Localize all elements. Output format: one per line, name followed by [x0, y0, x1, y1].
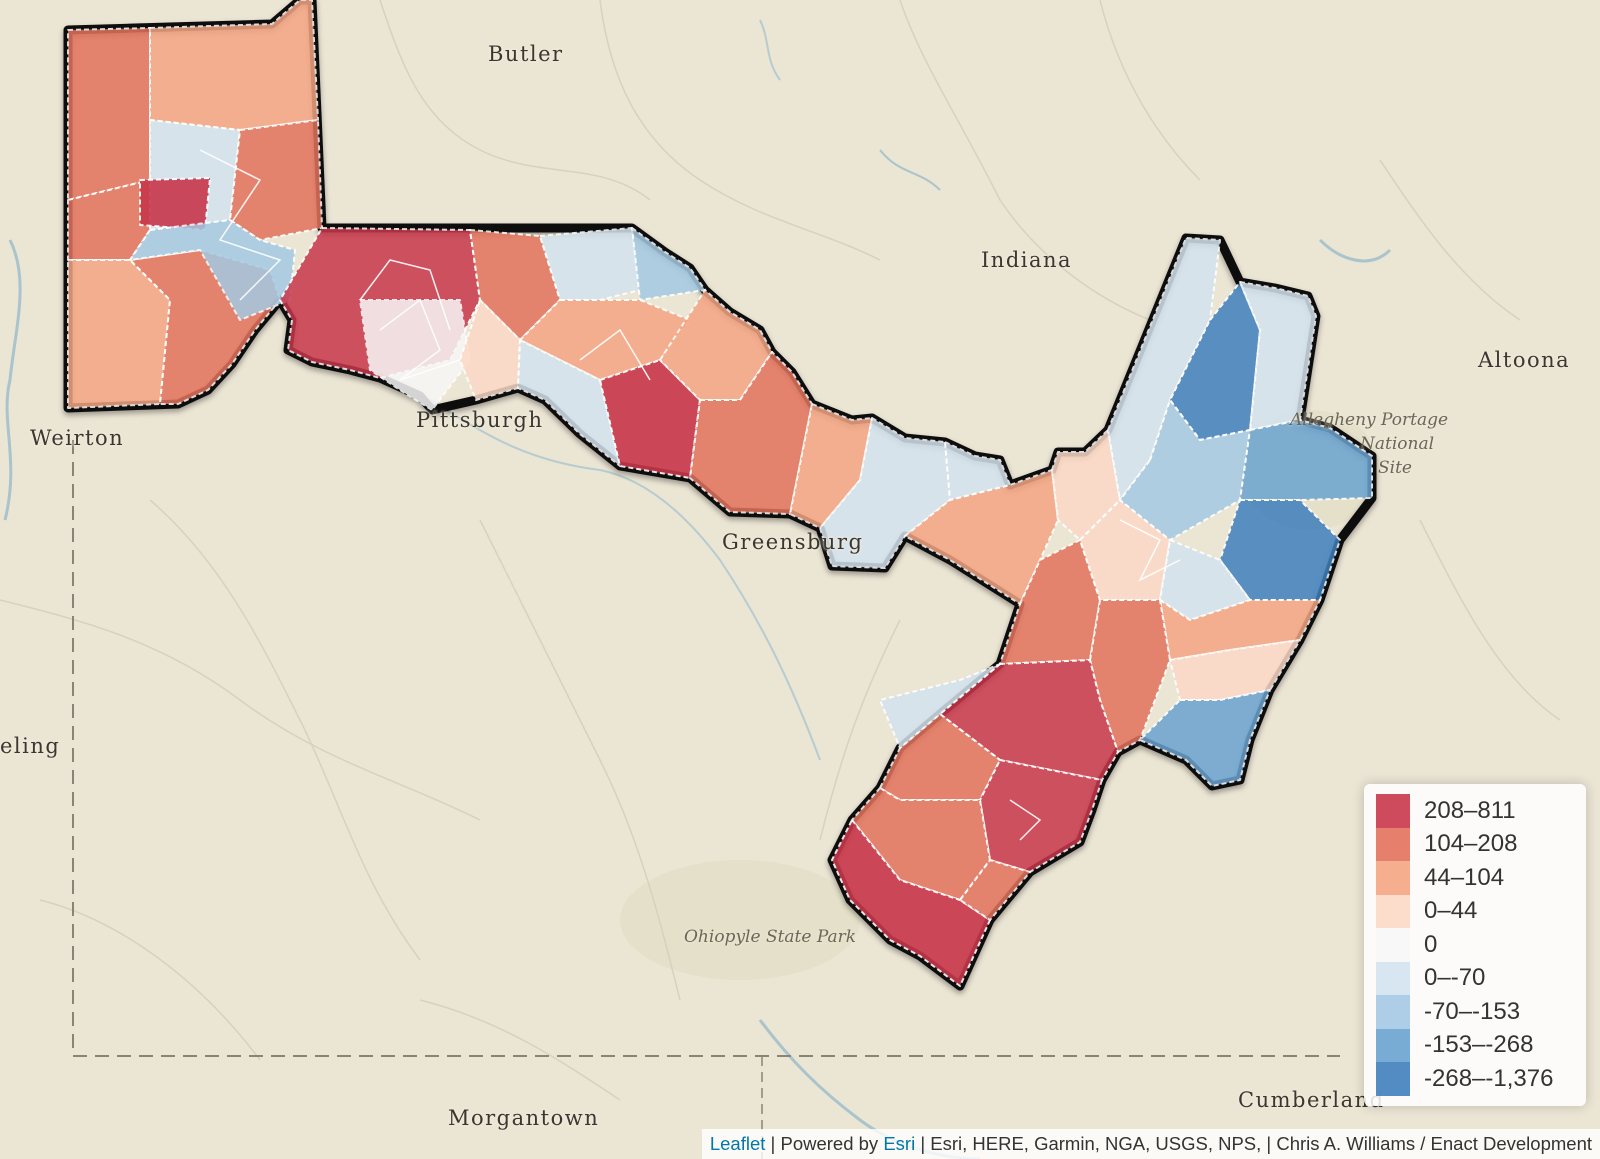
- esri-link[interactable]: Esri: [883, 1133, 916, 1154]
- legend-row: -70–-153: [1376, 995, 1574, 1029]
- legend-swatch: [1376, 1028, 1410, 1062]
- park-label-ohiopyle: Ohiopyle State Park: [684, 927, 857, 947]
- park-label-allegheny-line1: Allegheny Portage: [1290, 410, 1449, 430]
- legend-swatch: [1376, 794, 1410, 828]
- legend-label: -268–-1,376: [1424, 1064, 1554, 1092]
- legend-label: 44–104: [1424, 863, 1505, 891]
- legend-row: -153–-268: [1376, 1028, 1574, 1062]
- legend-swatch: [1376, 961, 1410, 995]
- legend-row: 0–-70: [1376, 961, 1574, 995]
- legend-label: 0–44: [1424, 897, 1478, 925]
- place-label-indiana: Indiana: [981, 248, 1073, 272]
- legend-row: 104–208: [1376, 827, 1574, 861]
- legend: 208–811 104–208 44–104 0–44 0 0–-70 -70–…: [1364, 784, 1586, 1106]
- place-label-altoona: Altoona: [1478, 348, 1571, 372]
- legend-label: 208–811: [1424, 796, 1516, 824]
- attribution-powered-by: | Powered by: [765, 1133, 884, 1154]
- precinct-layer[interactable]: [67, 0, 1373, 987]
- legend-row: 208–811: [1376, 794, 1574, 828]
- place-label-weirton: Weirton: [30, 426, 125, 450]
- legend-row: 0: [1376, 928, 1574, 962]
- legend-label: -70–-153: [1424, 997, 1521, 1025]
- legend-swatch: [1376, 827, 1410, 861]
- legend-swatch: [1376, 928, 1410, 962]
- place-label-pittsburgh: Pittsburgh: [416, 408, 544, 432]
- park-label-allegheny-line3: Site: [1378, 458, 1412, 478]
- legend-swatch: [1376, 995, 1410, 1029]
- place-label-greensburg: Greensburg: [722, 530, 864, 554]
- legend-swatch: [1376, 1062, 1410, 1096]
- legend-row: 44–104: [1376, 861, 1574, 895]
- place-label-cumberland: Cumberland: [1238, 1088, 1385, 1112]
- legend-swatch: [1376, 861, 1410, 895]
- legend-label: -153–-268: [1424, 1031, 1534, 1059]
- leaflet-link[interactable]: Leaflet: [709, 1133, 766, 1154]
- legend-label: 0–-70: [1424, 964, 1486, 992]
- park-label-allegheny-line2: National: [1360, 434, 1435, 454]
- place-label-morgantown: Morgantown: [448, 1106, 600, 1130]
- legend-row: -268–-1,376: [1376, 1062, 1574, 1096]
- place-label-butler: Butler: [488, 42, 564, 66]
- legend-row: 0–44: [1376, 894, 1574, 928]
- legend-swatch: [1376, 894, 1410, 928]
- place-label-wheeling: eling: [0, 734, 61, 758]
- legend-label: 0: [1424, 930, 1438, 958]
- legend-label: 104–208: [1424, 830, 1518, 858]
- map-attribution: Leaflet | Powered by Esri | Esri, HERE, …: [701, 1129, 1600, 1159]
- attribution-sources: | Esri, HERE, Garmin, NGA, USGS, NPS, | …: [915, 1133, 1592, 1154]
